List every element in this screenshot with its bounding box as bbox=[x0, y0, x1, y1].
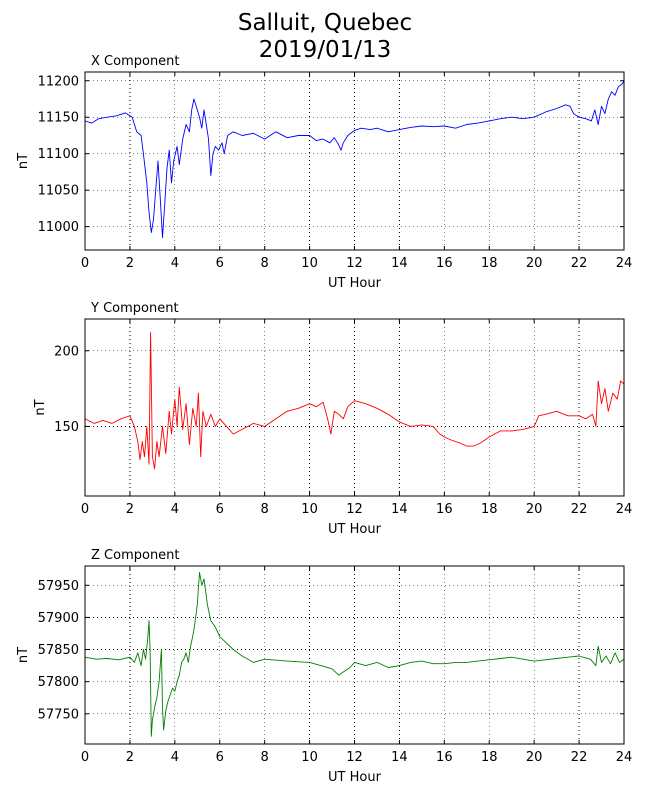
z-component-xtick-label: 20 bbox=[526, 750, 543, 765]
y-component-xtick-label: 12 bbox=[346, 502, 363, 517]
y-component-title: Y Component bbox=[90, 301, 179, 316]
z-component-title: Z Component bbox=[91, 548, 180, 563]
x-component-xtick-label: 18 bbox=[481, 256, 498, 271]
y-component-xtick-label: 0 bbox=[81, 502, 89, 517]
y-component-xtick-label: 18 bbox=[481, 502, 498, 517]
z-component-ytick-label: 57900 bbox=[38, 611, 79, 626]
x-component-xtick-label: 20 bbox=[526, 256, 543, 271]
y-component-xtick-label: 6 bbox=[216, 502, 224, 517]
z-component-xtick-label: 10 bbox=[301, 750, 318, 765]
z-component-xtick-label: 22 bbox=[571, 750, 588, 765]
x-component-xtick-label: 0 bbox=[81, 256, 89, 271]
x-component-ytick-label: 11050 bbox=[38, 184, 79, 199]
z-component-ytick-label: 57950 bbox=[38, 579, 79, 594]
z-component-xtick-label: 12 bbox=[346, 750, 363, 765]
z-component-xtick-label: 2 bbox=[126, 750, 134, 765]
x-component-xtick-label: 12 bbox=[346, 256, 363, 271]
y-component-xtick-label: 8 bbox=[261, 502, 269, 517]
y-component-xtick-label: 10 bbox=[301, 502, 318, 517]
y-component-xtick-label: 4 bbox=[171, 502, 179, 517]
figure-title: Salluit, Quebec 2019/01/13 bbox=[0, 10, 650, 64]
y-component-xtick-label: 24 bbox=[616, 502, 633, 517]
x-component-panel: 0 2 4 6 8 10 12 14 16 18 20 22 241100011050111001115… bbox=[16, 54, 632, 291]
y-component-xtick-label: 2 bbox=[126, 502, 134, 517]
y-component-xtick-label: 16 bbox=[436, 502, 453, 517]
x-component-xtick-label: 4 bbox=[171, 256, 179, 271]
x-component-ytick-label: 11200 bbox=[38, 74, 79, 89]
y-component-ytick-label: 200 bbox=[54, 344, 79, 359]
z-component-xtick-label: 16 bbox=[436, 750, 453, 765]
z-component-xtick-label: 8 bbox=[261, 750, 269, 765]
z-component-xaxis-label: UT Hour bbox=[328, 770, 382, 785]
x-component-yaxis-label: nT bbox=[16, 153, 31, 169]
x-component-title: X Component bbox=[91, 54, 180, 69]
x-component-series-line bbox=[85, 80, 624, 239]
x-component-ytick-label: 11100 bbox=[38, 147, 79, 162]
z-component-ytick-label: 57850 bbox=[38, 643, 79, 658]
z-component-xtick-label: 18 bbox=[481, 750, 498, 765]
z-component-xtick-label: 0 bbox=[81, 750, 89, 765]
figure-title-line2: 2019/01/13 bbox=[258, 37, 392, 63]
z-component-yaxis-label: nT bbox=[16, 647, 31, 663]
x-component-ytick-label: 11000 bbox=[38, 220, 79, 235]
x-component-xtick-label: 24 bbox=[616, 256, 633, 271]
x-component-xaxis-label: UT Hour bbox=[328, 276, 382, 291]
y-component-xaxis-label: UT Hour bbox=[328, 522, 382, 537]
y-component-ytick-label: 150 bbox=[54, 420, 79, 435]
z-component-xtick-label: 14 bbox=[391, 750, 408, 765]
y-component-xtick-label: 14 bbox=[391, 502, 408, 517]
z-component-panel: 0 2 4 6 8 10 12 14 16 18 20 22 245775057800578505790… bbox=[16, 548, 632, 785]
z-component-xtick-label: 4 bbox=[171, 750, 179, 765]
z-component-ytick-label: 57750 bbox=[38, 707, 79, 722]
x-component-xtick-label: 22 bbox=[571, 256, 588, 271]
z-component-series-line bbox=[85, 571, 624, 737]
z-component-xtick-label: 24 bbox=[616, 750, 633, 765]
figure-title-line1: Salluit, Quebec bbox=[237, 10, 413, 36]
x-component-xtick-label: 8 bbox=[261, 256, 269, 271]
y-component-series-line bbox=[85, 332, 624, 470]
y-component-xtick-label: 22 bbox=[571, 502, 588, 517]
x-component-ytick-label: 11150 bbox=[38, 111, 79, 126]
y-component-xtick-label: 20 bbox=[526, 502, 543, 517]
x-component-xtick-label: 14 bbox=[391, 256, 408, 271]
y-component-yaxis-label: nT bbox=[33, 399, 48, 415]
x-component-xtick-label: 16 bbox=[436, 256, 453, 271]
x-component-xtick-label: 6 bbox=[216, 256, 224, 271]
z-component-ytick-label: 57800 bbox=[38, 675, 79, 690]
x-component-xtick-label: 2 bbox=[126, 256, 134, 271]
z-component-xtick-label: 6 bbox=[216, 750, 224, 765]
x-component-xtick-label: 10 bbox=[301, 256, 318, 271]
